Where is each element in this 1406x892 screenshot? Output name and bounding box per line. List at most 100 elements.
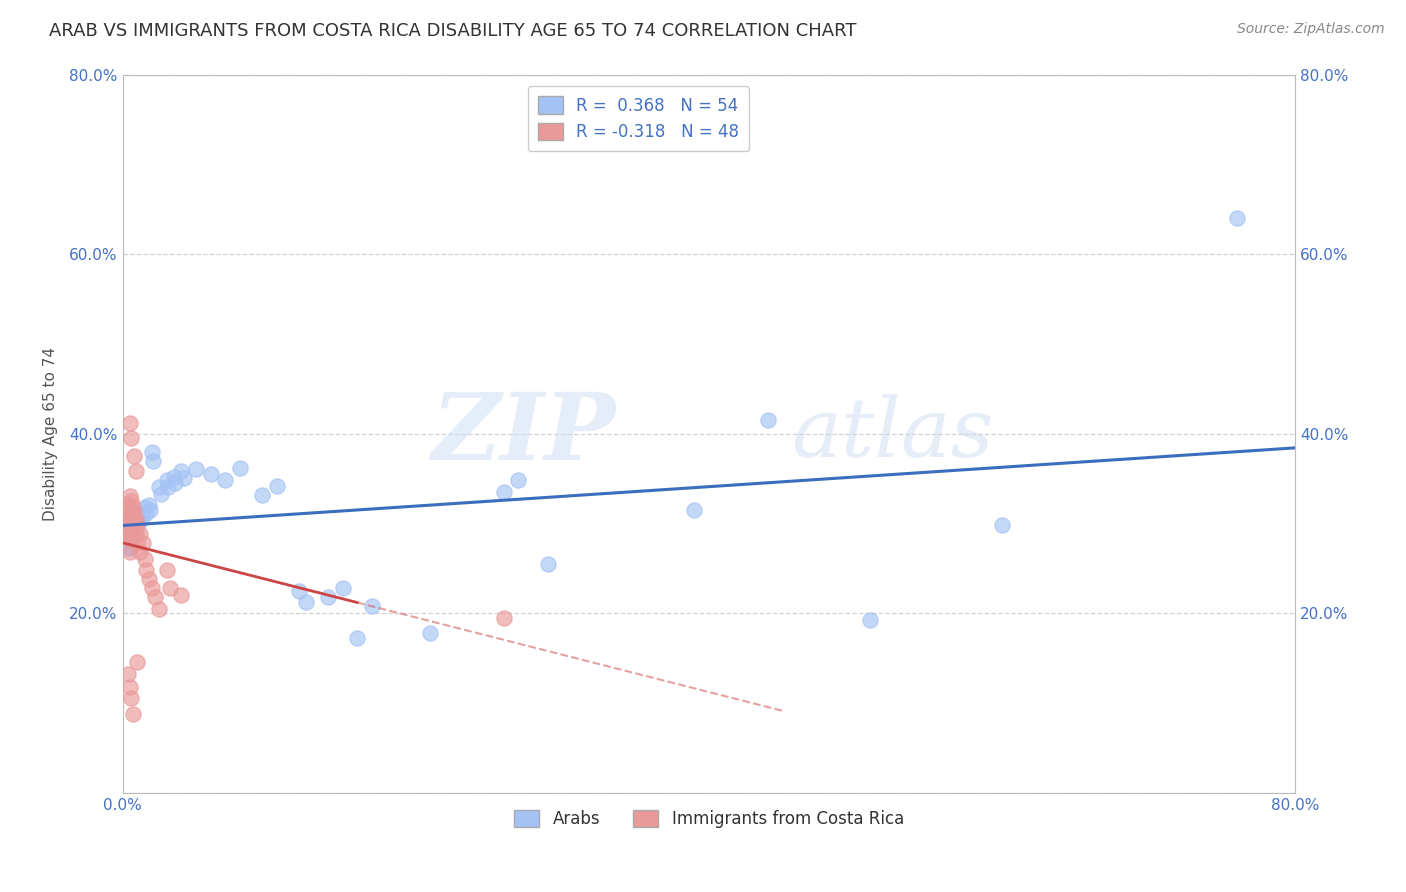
Point [419, 625, 441, 640]
Point [114, 530, 136, 544]
Point [1226, 211, 1249, 226]
Point [316, 590, 339, 604]
Point [170, 588, 193, 602]
Point [115, 516, 138, 531]
Point [131, 512, 153, 526]
Text: ARAB VS IMMIGRANTS FROM COSTA RICA DISABILITY AGE 65 TO 74 CORRELATION CHART: ARAB VS IMMIGRANTS FROM COSTA RICA DISAB… [49, 22, 856, 40]
Text: ZIP: ZIP [432, 389, 616, 479]
Point [266, 478, 288, 492]
Point [346, 632, 368, 646]
Point [129, 545, 152, 559]
Point [128, 514, 150, 528]
Point [121, 706, 143, 721]
Point [115, 500, 138, 515]
Point [115, 536, 138, 550]
Point [115, 515, 138, 529]
Point [142, 453, 165, 467]
Point [114, 521, 136, 535]
Point [287, 583, 309, 598]
Point [125, 516, 148, 531]
Point [138, 499, 160, 513]
Point [134, 500, 156, 515]
Point [125, 512, 148, 526]
Text: Source: ZipAtlas.com: Source: ZipAtlas.com [1237, 22, 1385, 37]
Point [492, 484, 515, 499]
Point [173, 471, 195, 485]
Point [120, 518, 142, 533]
Point [756, 413, 779, 427]
Point [157, 480, 180, 494]
Point [117, 533, 139, 547]
Point [121, 515, 143, 529]
Point [125, 527, 148, 541]
Point [159, 581, 181, 595]
Point [127, 519, 149, 533]
Point [118, 521, 141, 535]
Point [134, 552, 156, 566]
Point [118, 518, 141, 533]
Point [114, 525, 136, 540]
Point [135, 506, 157, 520]
Point [125, 464, 148, 478]
Point [118, 545, 141, 559]
Point [124, 506, 146, 520]
Point [129, 527, 152, 541]
Point [120, 508, 142, 522]
Point [508, 473, 530, 487]
Point [141, 581, 163, 595]
Point [121, 524, 143, 539]
Point [127, 518, 149, 533]
Point [991, 518, 1014, 533]
Point [114, 509, 136, 524]
Point [115, 527, 138, 541]
Point [120, 528, 142, 542]
Point [117, 524, 139, 538]
Point [117, 509, 139, 524]
Point [492, 610, 515, 624]
Point [118, 503, 141, 517]
Point [250, 488, 273, 502]
Point [121, 500, 143, 515]
Point [229, 460, 252, 475]
Y-axis label: Disability Age 65 to 74: Disability Age 65 to 74 [44, 347, 58, 521]
Point [127, 536, 149, 550]
Point [117, 497, 139, 511]
Point [139, 503, 162, 517]
Point [118, 680, 141, 694]
Point [121, 515, 143, 529]
Point [124, 522, 146, 536]
Point [155, 563, 177, 577]
Point [537, 557, 560, 571]
Point [683, 503, 706, 517]
Point [120, 524, 142, 538]
Point [124, 512, 146, 526]
Point [120, 494, 142, 508]
Point [859, 613, 882, 627]
Point [118, 541, 141, 555]
Point [117, 541, 139, 556]
Point [214, 473, 236, 487]
Point [138, 572, 160, 586]
Point [121, 530, 143, 544]
Point [141, 444, 163, 458]
Point [124, 521, 146, 535]
Point [118, 532, 141, 546]
Point [135, 563, 157, 577]
Point [148, 601, 170, 615]
Point [124, 449, 146, 463]
Point [143, 590, 166, 604]
Point [127, 656, 149, 670]
Point [118, 490, 141, 504]
Point [200, 467, 222, 481]
Point [127, 509, 149, 524]
Point [118, 416, 141, 430]
Point [120, 691, 142, 706]
Point [148, 480, 170, 494]
Point [170, 464, 193, 478]
Point [184, 462, 207, 476]
Legend: Arabs, Immigrants from Costa Rica: Arabs, Immigrants from Costa Rica [508, 803, 911, 835]
Point [163, 469, 186, 483]
Text: atlas: atlas [792, 393, 994, 474]
Point [295, 595, 318, 609]
Point [149, 487, 172, 501]
